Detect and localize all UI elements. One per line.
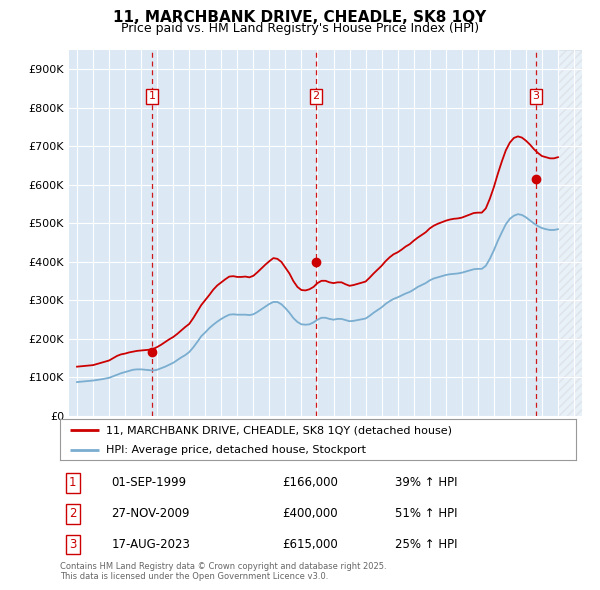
Text: 17-AUG-2023: 17-AUG-2023 xyxy=(112,538,190,551)
Text: 25% ↑ HPI: 25% ↑ HPI xyxy=(395,538,458,551)
Text: Price paid vs. HM Land Registry's House Price Index (HPI): Price paid vs. HM Land Registry's House … xyxy=(121,22,479,35)
Text: 39% ↑ HPI: 39% ↑ HPI xyxy=(395,477,458,490)
Text: £615,000: £615,000 xyxy=(282,538,338,551)
Text: 11, MARCHBANK DRIVE, CHEADLE, SK8 1QY: 11, MARCHBANK DRIVE, CHEADLE, SK8 1QY xyxy=(113,10,487,25)
Text: 51% ↑ HPI: 51% ↑ HPI xyxy=(395,507,458,520)
Text: £166,000: £166,000 xyxy=(282,477,338,490)
Text: 2: 2 xyxy=(313,91,319,101)
Text: HPI: Average price, detached house, Stockport: HPI: Average price, detached house, Stoc… xyxy=(106,445,367,455)
Text: 27-NOV-2009: 27-NOV-2009 xyxy=(112,507,190,520)
Text: 3: 3 xyxy=(69,538,77,551)
Text: Contains HM Land Registry data © Crown copyright and database right 2025.
This d: Contains HM Land Registry data © Crown c… xyxy=(60,562,386,581)
Text: 1: 1 xyxy=(69,477,77,490)
Text: 11, MARCHBANK DRIVE, CHEADLE, SK8 1QY (detached house): 11, MARCHBANK DRIVE, CHEADLE, SK8 1QY (d… xyxy=(106,425,452,435)
Text: £400,000: £400,000 xyxy=(282,507,338,520)
Text: 1: 1 xyxy=(148,91,155,101)
Bar xyxy=(558,50,582,416)
Text: 2: 2 xyxy=(69,507,77,520)
Text: 01-SEP-1999: 01-SEP-1999 xyxy=(112,477,187,490)
Text: 3: 3 xyxy=(532,91,539,101)
